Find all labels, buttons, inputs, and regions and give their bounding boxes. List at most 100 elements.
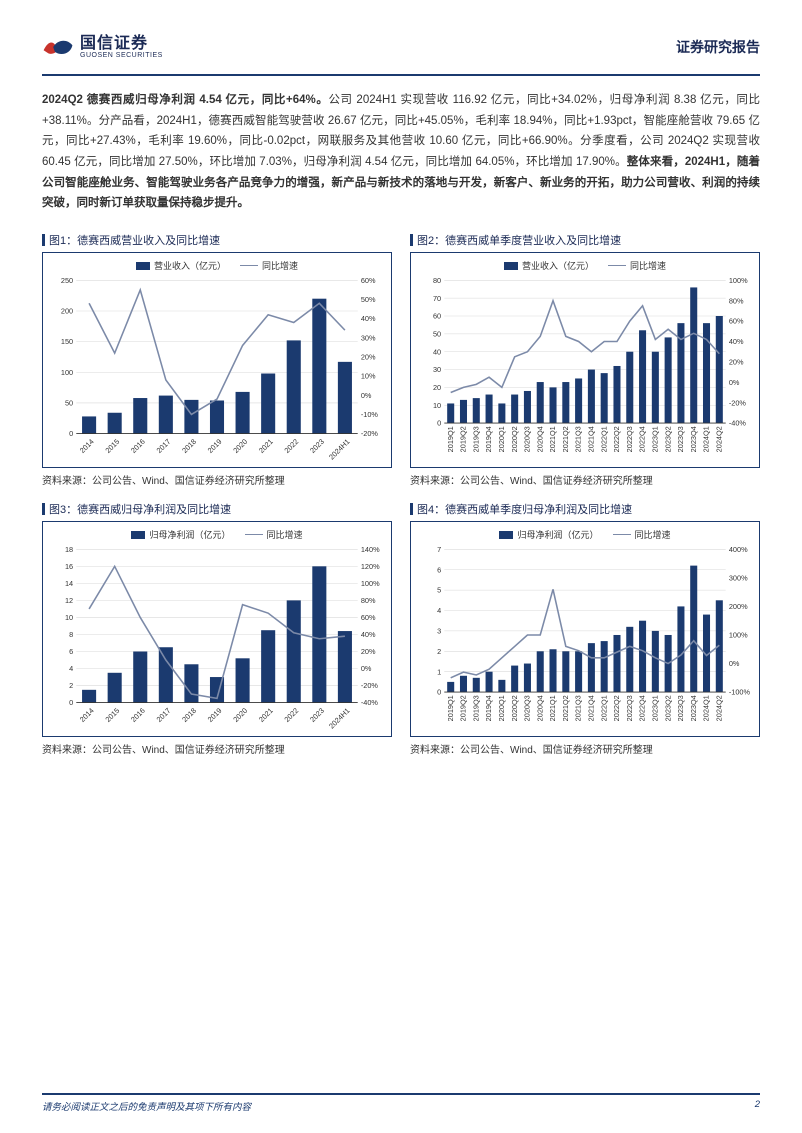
svg-text:20%: 20% [729, 358, 744, 367]
svg-text:20%: 20% [361, 353, 376, 362]
svg-text:0%: 0% [729, 378, 740, 387]
svg-text:14: 14 [65, 579, 73, 588]
legend-bar-item: 营业收入（亿元） [504, 259, 594, 272]
svg-text:2019: 2019 [206, 437, 224, 455]
svg-text:2014: 2014 [78, 706, 96, 724]
svg-text:40: 40 [433, 347, 441, 356]
svg-text:2024Q1: 2024Q1 [702, 426, 711, 452]
chart-source: 资料来源：公司公告、Wind、国信证券经济研究所整理 [42, 741, 392, 756]
svg-text:40%: 40% [361, 314, 376, 323]
svg-text:2020Q3: 2020Q3 [523, 426, 532, 452]
chart-box: 营业收入（亿元） 同比增速 01020304050607080-40%-20%0… [410, 252, 760, 468]
svg-text:150: 150 [61, 337, 73, 346]
legend-bar-swatch-icon [499, 531, 513, 539]
svg-text:2020Q2: 2020Q2 [510, 426, 519, 452]
legend-line-swatch-icon [245, 534, 263, 535]
svg-text:2020Q4: 2020Q4 [535, 426, 544, 452]
svg-text:20: 20 [433, 383, 441, 392]
chart-box: 归母净利润（亿元） 同比增速 024681012141618-40%-20%0%… [42, 521, 392, 737]
svg-text:2020Q1: 2020Q1 [497, 695, 506, 721]
legend-bar-item: 归母净利润（亿元） [499, 528, 598, 541]
svg-text:12: 12 [65, 596, 73, 605]
page-number: 2 [755, 1099, 760, 1113]
svg-text:6: 6 [69, 647, 73, 656]
report-type-label: 证券研究报告 [676, 37, 760, 57]
svg-text:2021: 2021 [257, 437, 275, 455]
chart-legend: 营业收入（亿元） 同比增速 [49, 259, 385, 272]
chart-title-accent [410, 503, 413, 515]
svg-text:80%: 80% [361, 596, 376, 605]
svg-text:100%: 100% [729, 631, 748, 640]
chart-title-row: 图1：德赛西威营业收入及同比增速 [42, 232, 392, 248]
svg-text:80: 80 [433, 276, 441, 285]
svg-text:0%: 0% [361, 391, 372, 400]
svg-text:2022Q2: 2022Q2 [612, 426, 621, 452]
svg-text:2019Q2: 2019Q2 [459, 695, 468, 721]
svg-text:2024H1: 2024H1 [327, 706, 352, 731]
svg-text:8: 8 [69, 630, 73, 639]
chart-cell-4: 图4：德赛西威单季度归母净利润及同比增速 归母净利润（亿元） 同比增速 0123… [410, 501, 760, 756]
svg-text:2022Q1: 2022Q1 [599, 695, 608, 721]
svg-text:0: 0 [437, 419, 441, 428]
svg-text:-20%: -20% [361, 681, 379, 690]
svg-text:100: 100 [61, 368, 73, 377]
svg-text:2023Q4: 2023Q4 [689, 695, 698, 721]
chart-title: 图4：德赛西威单季度归母净利润及同比增速 [417, 501, 632, 517]
svg-text:2: 2 [69, 681, 73, 690]
chart-title-accent [42, 503, 45, 515]
svg-text:2023: 2023 [308, 437, 326, 455]
chart-source: 资料来源：公司公告、Wind、国信证券经济研究所整理 [410, 472, 760, 487]
svg-text:2020Q1: 2020Q1 [497, 426, 506, 452]
chart-title: 图1：德赛西威营业收入及同比增速 [49, 232, 220, 248]
chart-title-accent [410, 234, 413, 246]
svg-text:2022Q4: 2022Q4 [638, 695, 647, 721]
footer-rule [42, 1093, 760, 1095]
chart-cell-2: 图2：德赛西威单季度营业收入及同比增速 营业收入（亿元） 同比增速 010203… [410, 232, 760, 487]
svg-text:2020Q2: 2020Q2 [510, 695, 519, 721]
legend-line-swatch-icon [608, 265, 626, 266]
svg-text:2023Q3: 2023Q3 [676, 426, 685, 452]
legend-line-label: 同比增速 [262, 259, 298, 272]
svg-text:2019Q3: 2019Q3 [471, 426, 480, 452]
legend-bar-swatch-icon [504, 262, 518, 270]
svg-text:70: 70 [433, 294, 441, 303]
svg-text:2022Q2: 2022Q2 [612, 695, 621, 721]
chart-title: 图2：德赛西威单季度营业收入及同比增速 [417, 232, 621, 248]
svg-text:2022Q4: 2022Q4 [638, 426, 647, 452]
svg-text:2023Q2: 2023Q2 [663, 695, 672, 721]
svg-text:2020: 2020 [231, 437, 249, 455]
svg-text:2023Q4: 2023Q4 [689, 426, 698, 452]
svg-text:2023Q1: 2023Q1 [650, 695, 659, 721]
legend-bar-label: 营业收入（亿元） [154, 259, 226, 272]
svg-text:2024Q2: 2024Q2 [714, 695, 723, 721]
logo-block: 国信证券 GUOSEN SECURITIES [42, 35, 163, 59]
svg-text:2023Q1: 2023Q1 [650, 426, 659, 452]
logo-cn-text: 国信证券 [80, 36, 163, 52]
svg-text:1: 1 [437, 667, 441, 676]
svg-text:2024Q2: 2024Q2 [714, 426, 723, 452]
svg-text:-20%: -20% [729, 398, 747, 407]
svg-text:30: 30 [433, 365, 441, 374]
chart-cell-1: 图1：德赛西威营业收入及同比增速 营业收入（亿元） 同比增速 050100150… [42, 232, 392, 487]
svg-text:2021Q2: 2021Q2 [561, 426, 570, 452]
svg-text:16: 16 [65, 562, 73, 571]
svg-text:4: 4 [69, 664, 73, 673]
svg-text:6: 6 [437, 565, 441, 574]
svg-text:2019Q1: 2019Q1 [446, 426, 455, 452]
svg-text:2017: 2017 [155, 706, 173, 724]
svg-text:2016: 2016 [129, 706, 147, 724]
chart-title-row: 图4：德赛西威单季度归母净利润及同比增速 [410, 501, 760, 517]
chart-title: 图3：德赛西威归母净利润及同比增速 [49, 501, 231, 517]
svg-text:30%: 30% [361, 334, 376, 343]
svg-text:100%: 100% [729, 276, 748, 285]
svg-text:2020: 2020 [231, 706, 249, 724]
svg-text:60%: 60% [361, 276, 376, 285]
svg-text:40%: 40% [361, 630, 376, 639]
legend-bar-swatch-icon [131, 531, 145, 539]
svg-text:-10%: -10% [361, 410, 379, 419]
svg-text:10%: 10% [361, 372, 376, 381]
svg-text:0%: 0% [729, 659, 740, 668]
svg-text:2022Q1: 2022Q1 [599, 426, 608, 452]
svg-text:2019Q4: 2019Q4 [484, 426, 493, 452]
chart-cell-3: 图3：德赛西威归母净利润及同比增速 归母净利润（亿元） 同比增速 0246810… [42, 501, 392, 756]
